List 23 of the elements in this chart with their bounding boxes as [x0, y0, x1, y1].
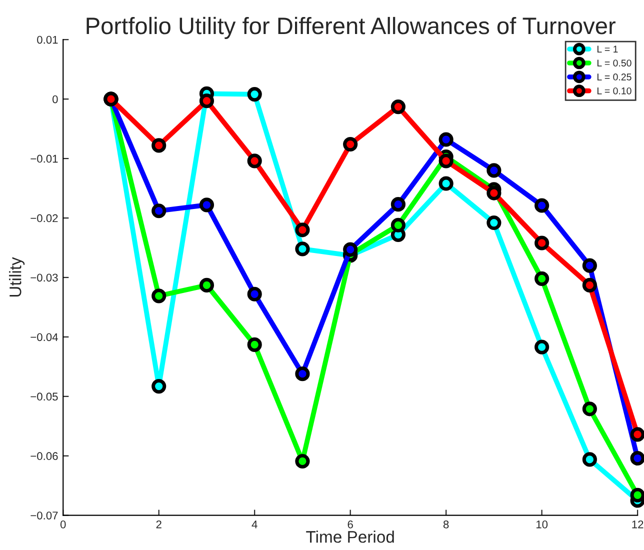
y-tick-label: 0: [52, 95, 58, 104]
legend-label: L = 1: [597, 46, 618, 52]
x-tick-label: 0: [60, 520, 66, 528]
legend-label: L = 0.50: [597, 60, 632, 66]
y-tick-label: −0.04: [30, 333, 58, 342]
y-tick-label: −0.07: [30, 512, 58, 520]
y-tick-label: −0.05: [30, 392, 58, 401]
y-tick-label: −0.06: [30, 452, 58, 460]
y-tick-label: 0.01: [37, 36, 58, 44]
x-tick-label: 10: [536, 520, 548, 528]
x-axis-title: Time Period: [306, 530, 394, 543]
legend-label: L = 0.25: [597, 74, 632, 80]
x-tick-label: 12: [632, 520, 644, 528]
x-tick-label: 8: [443, 520, 449, 528]
x-tick-label: 2: [156, 520, 162, 528]
x-tick-label: 4: [252, 520, 258, 528]
y-tick-label: −0.02: [30, 214, 58, 222]
y-axis-title: Utility: [9, 257, 25, 297]
y-tick-label: −0.01: [30, 154, 58, 163]
legend-label: L = 0.10: [597, 87, 632, 94]
x-tick-label: 6: [348, 520, 353, 528]
y-tick-label: −0.03: [30, 274, 58, 282]
chart-title: Portfolio Utility for Different Allowances of Turnover: [86, 16, 616, 39]
